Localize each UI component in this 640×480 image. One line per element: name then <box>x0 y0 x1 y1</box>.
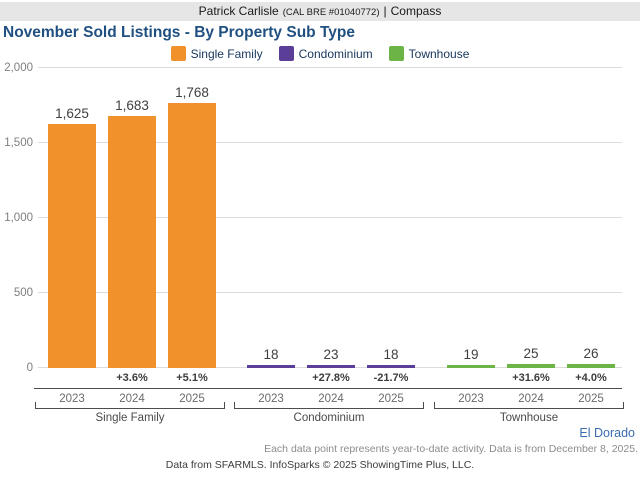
x-axis-year-label: 2024 <box>119 393 145 405</box>
y-axis-tick-label: 1,000 <box>4 212 33 224</box>
gridline <box>38 217 622 218</box>
chart-title: November Sold Listings - By Property Sub… <box>3 24 355 41</box>
bar-value-label: 18 <box>263 347 279 362</box>
gridline <box>38 142 622 143</box>
group-bracket <box>434 402 624 409</box>
x-axis-year-label: 2023 <box>458 393 484 405</box>
legend-item-condominium[interactable]: Condominium <box>278 46 373 61</box>
plot-area: 1,625 1,683 1,768 18 23 18 19 25 26 <box>38 67 622 368</box>
pct-change-label: +31.6% <box>512 372 550 384</box>
bar-single-family-2025 <box>168 103 216 368</box>
legend-item-townhouse[interactable]: Townhouse <box>388 46 470 61</box>
bar-value-label: 19 <box>463 347 479 362</box>
header-separator: | <box>383 4 387 18</box>
y-axis: 0 500 1,000 1,500 2,000 <box>0 62 33 374</box>
group-bracket <box>234 402 424 409</box>
bar-value-label: 26 <box>583 346 599 361</box>
group-label-condominium: Condominium <box>293 412 365 424</box>
x-axis-rule <box>34 388 622 389</box>
bar-condominium-2024 <box>307 365 355 368</box>
pct-change-label: -21.7% <box>373 372 409 384</box>
x-axis-year-label: 2024 <box>318 393 344 405</box>
bar-value-label: 18 <box>383 347 399 362</box>
legend-item-single-family[interactable]: Single Family <box>170 46 263 61</box>
pct-change-label: +4.0% <box>575 372 607 384</box>
group-bracket <box>35 402 225 409</box>
y-axis-tick-label: 500 <box>13 287 33 299</box>
legend-label: Single Family <box>190 46 263 61</box>
legend-label: Condominium <box>298 46 373 61</box>
bar-townhouse-2025 <box>567 364 615 368</box>
y-axis-tick-label: 0 <box>26 362 33 374</box>
agent-name: Patrick Carlisle <box>198 4 279 18</box>
y-axis-tick-label: 1,500 <box>4 137 33 149</box>
bar-single-family-2023 <box>48 124 96 368</box>
x-axis-year-label: 2023 <box>258 393 284 405</box>
pct-change-label: +3.6% <box>116 372 148 384</box>
pct-change-label: +27.8% <box>312 372 350 384</box>
bar-townhouse-2024 <box>507 364 555 368</box>
region-link[interactable]: El Dorado <box>579 426 635 440</box>
gridline <box>38 67 622 68</box>
y-axis-tick-label: 2,000 <box>4 62 33 74</box>
townhouse-swatch-icon <box>388 46 404 61</box>
x-axis-year-label: 2023 <box>59 393 85 405</box>
gridline <box>38 292 622 293</box>
bar-value-label: 1,625 <box>55 106 89 121</box>
condominium-swatch-icon <box>278 46 294 61</box>
brokerage-name: Compass <box>390 4 442 18</box>
group-label-townhouse: Townhouse <box>499 412 559 424</box>
x-axis-block: 2023 2024 +3.6% 2025 +5.1% Single Family 2023 2… <box>0 368 640 432</box>
bar-single-family-2024 <box>108 116 156 368</box>
bar-value-label: 23 <box>323 347 339 362</box>
legend-label: Townhouse <box>408 46 470 61</box>
attribution-line: Data from SFARMLS. InfoSparks © 2025 Sho… <box>165 459 475 471</box>
chart-legend: Single Family Condominium Townhouse <box>0 45 640 62</box>
bar-condominium-2025 <box>367 365 415 368</box>
x-axis-year-label: 2025 <box>378 393 404 405</box>
bar-townhouse-2023 <box>447 365 495 368</box>
group-label-single-family: Single Family <box>95 412 165 424</box>
x-axis-year-label: 2025 <box>578 393 604 405</box>
bar-value-label: 1,768 <box>175 85 209 100</box>
single-family-swatch-icon <box>170 46 186 61</box>
bar-value-label: 1,683 <box>115 98 149 113</box>
pct-change-label: +5.1% <box>176 372 208 384</box>
x-axis-year-label: 2024 <box>518 393 544 405</box>
header-bar: Patrick Carlisle (CAL BRE #01040772) | C… <box>0 2 640 21</box>
x-axis-year-label: 2025 <box>179 393 205 405</box>
agent-license: (CAL BRE #01040772) <box>282 7 380 18</box>
data-note: Each data point represents year-to-date … <box>264 443 638 455</box>
bar-value-label: 25 <box>523 346 539 361</box>
bar-condominium-2023 <box>247 365 295 368</box>
